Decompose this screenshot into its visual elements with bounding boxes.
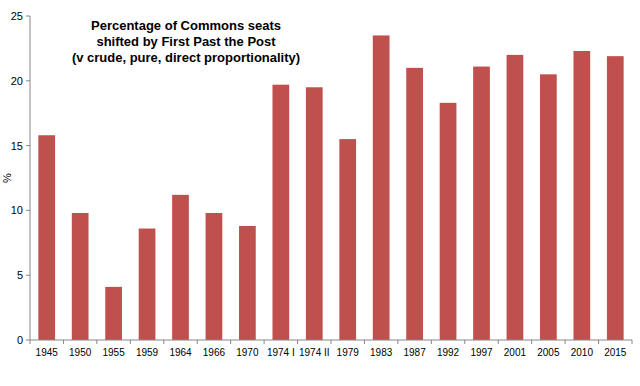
bar (172, 195, 189, 340)
x-tick-label: 1974 I (267, 347, 295, 358)
y-tick (26, 16, 30, 17)
y-tick (26, 80, 30, 81)
x-tick (598, 340, 599, 344)
x-tick (63, 340, 64, 344)
x-tick (364, 340, 365, 344)
x-tick (230, 340, 231, 344)
bar (105, 287, 122, 340)
x-tick-label: 1987 (403, 347, 426, 358)
x-tick-label: 1959 (136, 347, 159, 358)
y-tick-label: 10 (11, 204, 23, 216)
x-tick-label: 1966 (203, 347, 226, 358)
bar (540, 74, 557, 340)
bar (272, 85, 289, 340)
x-tick-label: 1997 (470, 347, 493, 358)
x-tick (565, 340, 566, 344)
y-tick (26, 210, 30, 211)
x-tick (632, 340, 633, 344)
y-axis (30, 16, 31, 340)
y-tick-label: 0 (17, 334, 23, 346)
bar (473, 67, 490, 340)
bar (206, 213, 223, 340)
x-tick-label: 1979 (337, 347, 360, 358)
x-tick (331, 340, 332, 344)
bar (573, 51, 590, 340)
bar (373, 35, 390, 340)
x-tick (464, 340, 465, 344)
bar (607, 56, 624, 340)
x-tick-label: 2010 (571, 347, 594, 358)
y-tick-label: 15 (11, 140, 23, 152)
x-tick (297, 340, 298, 344)
x-tick (163, 340, 164, 344)
subtitle: (v crude, pure, direct proportionality) (72, 50, 300, 65)
x-tick-label: 1964 (169, 347, 192, 358)
x-tick-label: 1983 (370, 347, 393, 358)
bar (306, 87, 323, 340)
title-line: shifted by First Past the Post (96, 34, 276, 49)
title-line: Percentage of Commons seats (91, 18, 281, 33)
y-tick (26, 275, 30, 276)
x-tick-label: 2001 (504, 347, 527, 358)
x-tick-label: 1974 II (299, 347, 330, 358)
bar (139, 229, 156, 340)
x-tick (397, 340, 398, 344)
y-tick (26, 340, 30, 341)
y-tick-label: 20 (11, 75, 23, 87)
background (0, 0, 640, 386)
x-tick (130, 340, 131, 344)
y-tick-label: 25 (11, 10, 23, 22)
bar (38, 135, 55, 340)
bar (440, 103, 457, 340)
bar (72, 213, 89, 340)
bars (38, 35, 623, 340)
x-tick (264, 340, 265, 344)
x-tick (30, 340, 31, 344)
bar (507, 55, 524, 340)
x-tick-label: 2015 (604, 347, 627, 358)
bar (406, 68, 423, 340)
x-tick (431, 340, 432, 344)
x-tick (197, 340, 198, 344)
x-tick-label: 2005 (537, 347, 560, 358)
x-tick (498, 340, 499, 344)
title: Percentage of Commons seatsshifted by Fi… (91, 18, 281, 49)
bar (339, 139, 356, 340)
x-tick-label: 1950 (69, 347, 92, 358)
x-tick (96, 340, 97, 344)
y-tick (26, 145, 30, 146)
x-tick-label: 1970 (236, 347, 259, 358)
x-tick-label: 1992 (437, 347, 460, 358)
x-tick-label: 1945 (36, 347, 59, 358)
x-tick (531, 340, 532, 344)
bar (239, 226, 256, 340)
chart: 0 5 10 15 20 25 1945 1950 1955 1959 1964 1966 1970 19… (0, 0, 640, 386)
y-axis-label: % (1, 173, 13, 183)
y-tick-label: 5 (17, 269, 23, 281)
x-tick-label: 1955 (102, 347, 125, 358)
